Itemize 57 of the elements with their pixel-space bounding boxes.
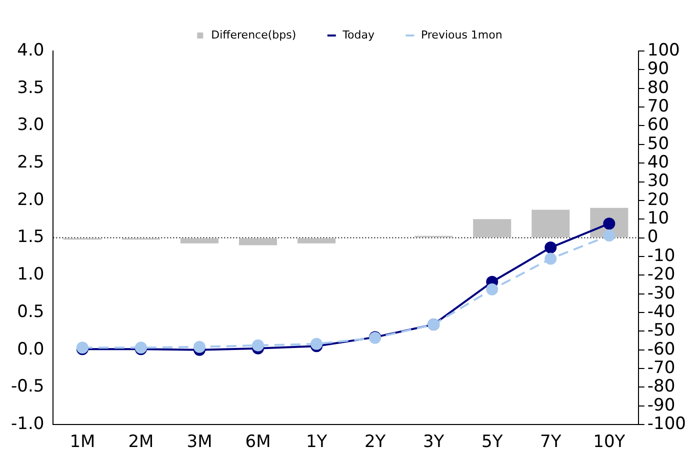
x-tick-label: 7Y — [540, 432, 562, 452]
y2-tick-label: -90 — [647, 395, 676, 416]
legend-label: Today — [342, 28, 375, 42]
y2-tick-label: -60 — [647, 339, 676, 360]
y2-tick-label: -10 — [647, 246, 676, 266]
y-tick-label: -1.0 — [11, 414, 44, 434]
bar — [532, 210, 570, 238]
y-tick-label: -0.5 — [11, 376, 44, 397]
x-tick-label: 3M — [186, 432, 212, 452]
y2-tick-label: 60 — [647, 115, 670, 136]
y2-tick-label: -30 — [647, 283, 676, 304]
y2-tick-label: 50 — [647, 134, 670, 154]
point — [544, 252, 557, 265]
y-tick-label: 2.0 — [17, 190, 44, 210]
y2-tick-label: 0 — [647, 227, 658, 248]
y2-tick-label: -20 — [647, 264, 676, 285]
y-tick-label: 3.0 — [17, 115, 44, 136]
x-tick-label: 2M — [128, 432, 154, 452]
x-tick-label: 2Y — [364, 432, 386, 452]
bar — [473, 219, 512, 238]
legend-label: Previous 1mon — [420, 28, 502, 42]
y2-tick-label: -50 — [647, 320, 676, 341]
point — [603, 230, 616, 242]
bar — [238, 238, 278, 246]
point — [310, 338, 323, 350]
point — [193, 340, 206, 353]
x-tick-label: 3Y — [422, 432, 445, 452]
y2-tick-label: 20 — [647, 190, 670, 210]
y2-tick-label: 10 — [647, 208, 670, 229]
y2-tick-label: -40 — [647, 302, 676, 322]
y2-tick-label: 100 — [647, 40, 680, 60]
bar — [298, 238, 336, 244]
y2-tick-label: -80 — [647, 376, 676, 397]
y2-tick-label: 90 — [647, 59, 670, 80]
point — [544, 242, 557, 254]
y2-tick-label: -70 — [647, 358, 676, 378]
y-tick-label: 0.0 — [17, 339, 44, 360]
y2-tick-label: 80 — [647, 78, 670, 98]
legend-label: Difference(bps) — [211, 28, 296, 42]
y2-tick-label: 30 — [647, 171, 670, 192]
y-tick-label: 0.5 — [17, 302, 44, 322]
y-tick-label: 3.5 — [17, 78, 44, 98]
x-tick-label: 1Y — [306, 432, 328, 452]
y-tick-label: 4.0 — [17, 40, 44, 60]
x-tick-label: 10Y — [593, 432, 626, 452]
x-tick-label: 5Y — [482, 432, 504, 452]
x-tick-label: 1M — [70, 432, 96, 452]
point — [486, 283, 498, 296]
y2-tick-label: 40 — [647, 152, 670, 172]
y-tick-label: 2.5 — [17, 152, 44, 172]
y-tick-label: 1.0 — [17, 264, 44, 285]
x-tick-label: 6M — [245, 432, 271, 452]
y2-tick-label: -100 — [647, 414, 686, 434]
y2-tick-label: 70 — [647, 96, 670, 116]
y-tick-label: 1.5 — [17, 227, 44, 248]
point — [252, 339, 264, 352]
bar — [180, 238, 219, 244]
